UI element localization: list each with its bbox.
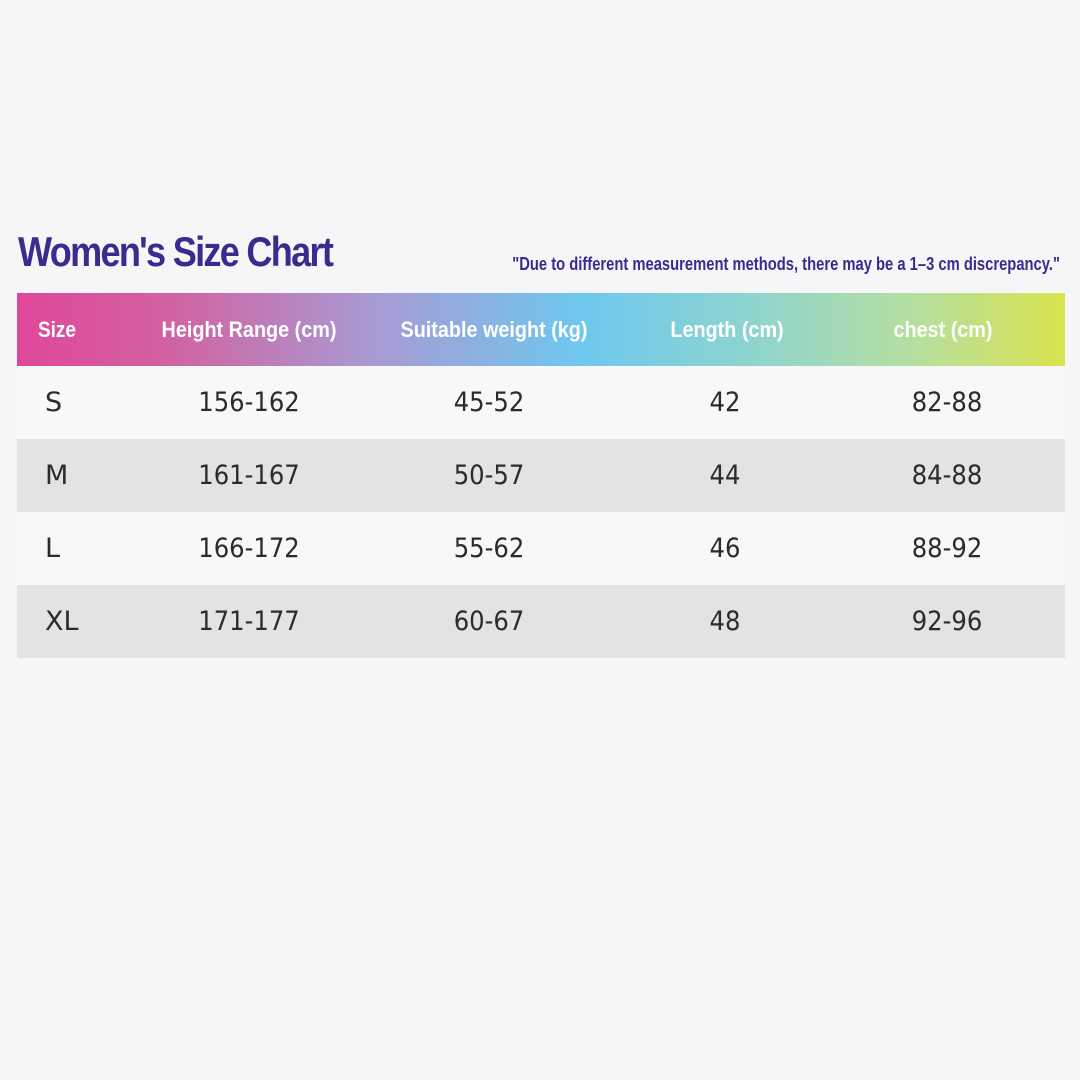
cell-length: 44 [709,460,741,491]
table-row: M 161-167 50-57 44 84-88 [17,439,1065,512]
cell-length: 46 [709,533,741,564]
header-size: Size [38,316,76,342]
cell-suitable-weight: 50-57 [453,460,525,491]
cell-suitable-weight: 60-67 [453,606,525,637]
cell-size: XL [45,606,79,637]
header-chest: chest (cm) [893,316,993,342]
size-chart-table: Size Height Range (cm) Suitable weight (… [17,293,1065,658]
cell-chest: 88-92 [911,533,983,564]
cell-chest: 84-88 [911,460,983,491]
cell-chest: 92-96 [911,606,983,637]
cell-length: 42 [709,387,741,418]
cell-height-range: 171-177 [198,606,300,637]
cell-suitable-weight: 45-52 [453,387,525,418]
cell-size: L [45,533,61,564]
table-row: XL 171-177 60-67 48 92-96 [17,585,1065,658]
cell-suitable-weight: 55-62 [453,533,525,564]
cell-height-range: 161-167 [198,460,300,491]
page-title: Women's Size Chart [18,228,334,275]
cell-height-range: 156-162 [198,387,300,418]
cell-height-range: 166-172 [198,533,300,564]
table-row: S 156-162 45-52 42 82-88 [17,366,1065,439]
table-row: L 166-172 55-62 46 88-92 [17,512,1065,585]
table-header-row: Size Height Range (cm) Suitable weight (… [17,293,1065,366]
header-suitable-weight: Suitable weight (kg) [400,316,588,342]
cell-chest: 82-88 [911,387,983,418]
header-length: Length (cm) [670,316,784,342]
cell-length: 48 [709,606,741,637]
cell-size: S [45,387,63,418]
cell-size: M [45,460,69,491]
header-height-range: Height Range (cm) [161,316,337,342]
measurement-note: "Due to different measurement methods, t… [512,254,1060,274]
